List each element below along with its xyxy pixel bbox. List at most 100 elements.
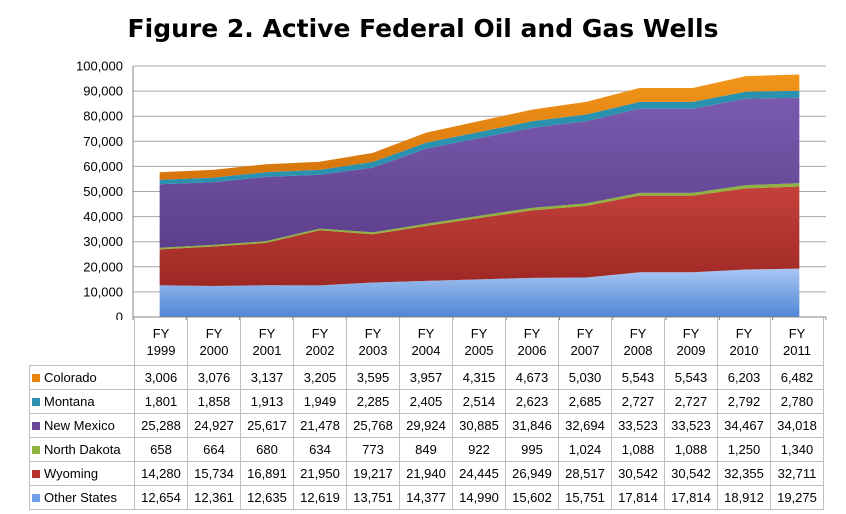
x-tick-label: FY 2009 [664, 318, 718, 366]
data-cell: 30,542 [611, 461, 665, 486]
data-cell: 25,617 [240, 413, 294, 438]
data-cell: 2,727 [664, 389, 718, 414]
data-cell: 30,885 [452, 413, 506, 438]
y-tick-label: 20,000 [83, 259, 123, 274]
data-cell: 14,280 [134, 461, 188, 486]
data-cell: 1,913 [240, 389, 294, 414]
area-montana [159, 90, 800, 185]
data-cell: 33,523 [611, 413, 665, 438]
data-cell: 21,478 [293, 413, 347, 438]
data-cell: 32,694 [558, 413, 612, 438]
data-cell: 1,088 [611, 437, 665, 462]
data-cell: 5,543 [664, 365, 718, 390]
data-cell: 12,619 [293, 485, 347, 510]
y-tick-labels: 0 10,000 20,000 30,000 40,000 50,000 60,000 70,… [76, 59, 123, 321]
y-tick-label: 60,000 [83, 159, 123, 174]
data-cell: 32,711 [770, 461, 824, 486]
table-row: Colorado 3,006 3,076 3,137 3,205 3,595 3,957 4,… [29, 365, 824, 390]
data-cell: 28,517 [558, 461, 612, 486]
legend-entry-montana: Montana [29, 389, 135, 414]
legend-entry-north-dakota: North Dakota [29, 437, 135, 462]
x-tick-label: FY 2002 [293, 318, 347, 366]
y-tick-label: 0 [116, 310, 123, 321]
data-cell: 2,405 [399, 389, 453, 414]
x-tick-label: FY 2010 [717, 318, 771, 366]
data-cell: 4,315 [452, 365, 506, 390]
x-tick-label: FY 2004 [399, 318, 453, 366]
x-tick-label: FY 2011 [770, 318, 824, 366]
data-cell: 2,514 [452, 389, 506, 414]
data-cell: 19,217 [346, 461, 400, 486]
data-cell: 3,076 [187, 365, 241, 390]
data-cell: 773 [346, 437, 400, 462]
legend-key [32, 494, 40, 502]
data-cell: 1,949 [293, 389, 347, 414]
data-cell: 680 [240, 437, 294, 462]
data-cell: 24,927 [187, 413, 241, 438]
x-tick-label: FY 2000 [187, 318, 241, 366]
data-cell: 26,949 [505, 461, 559, 486]
area-wyoming [159, 186, 800, 286]
data-cell: 17,814 [611, 485, 665, 510]
area-series [159, 74, 800, 317]
y-tick-label: 50,000 [83, 184, 123, 199]
data-cell: 2,285 [346, 389, 400, 414]
legend-entry-other-states: Other States [29, 485, 135, 510]
x-tick-label: FY 1999 [134, 318, 188, 366]
data-cell: 3,595 [346, 365, 400, 390]
y-tick-label: 40,000 [83, 209, 123, 224]
legend-key [32, 422, 40, 430]
data-cell: 34,467 [717, 413, 771, 438]
area-north-dakota [159, 183, 800, 250]
data-cell: 17,814 [664, 485, 718, 510]
data-cell: 3,137 [240, 365, 294, 390]
data-cell: 3,205 [293, 365, 347, 390]
legend-entry-colorado: Colorado [29, 365, 135, 390]
data-cell: 34,018 [770, 413, 824, 438]
x-tick-label: FY 2001 [240, 318, 294, 366]
data-cell: 12,654 [134, 485, 188, 510]
data-cell: 6,482 [770, 365, 824, 390]
data-cell: 995 [505, 437, 559, 462]
data-cell: 658 [134, 437, 188, 462]
table-row: New Mexico 25,288 24,927 25,617 21,478 25,768… [29, 413, 824, 438]
data-cell: 14,377 [399, 485, 453, 510]
data-cell: 1,801 [134, 389, 188, 414]
data-cell: 25,768 [346, 413, 400, 438]
data-cell: 1,250 [717, 437, 771, 462]
data-cell: 24,445 [452, 461, 506, 486]
data-cell: 19,275 [770, 485, 824, 510]
stacked-area-chart: 0 10,000 20,000 30,000 40,000 50,000 60,000 70,… [76, 59, 827, 321]
data-cell: 664 [187, 437, 241, 462]
data-cell: 30,542 [664, 461, 718, 486]
data-cell: 5,030 [558, 365, 612, 390]
data-cell: 1,858 [187, 389, 241, 414]
data-cell: 2,685 [558, 389, 612, 414]
y-tick-label: 10,000 [83, 284, 123, 299]
area-colorado [159, 74, 800, 180]
data-cell: 1,088 [664, 437, 718, 462]
data-cell: 2,792 [717, 389, 771, 414]
chart-title: Figure 2. Active Federal Oil and Gas Wel… [127, 14, 719, 43]
table-row: Wyoming 14,280 15,734 16,891 21,950 19,217 21,… [29, 461, 824, 486]
data-cell: 29,924 [399, 413, 453, 438]
x-tick-label: FY 2005 [452, 318, 506, 366]
data-cell: 849 [399, 437, 453, 462]
data-cell: 21,940 [399, 461, 453, 486]
legend-key [32, 398, 40, 406]
data-cell: 15,602 [505, 485, 559, 510]
data-cell: 12,361 [187, 485, 241, 510]
data-cell: 6,203 [717, 365, 771, 390]
data-cell: 15,751 [558, 485, 612, 510]
data-cell: 634 [293, 437, 347, 462]
area-other-states [159, 268, 800, 317]
legend-key [32, 446, 40, 454]
legend-key [32, 374, 40, 382]
x-tick-label: FY 2008 [611, 318, 665, 366]
data-cell: 13,751 [346, 485, 400, 510]
legend-entry-new-mexico: New Mexico [29, 413, 135, 438]
data-cell: 2,727 [611, 389, 665, 414]
data-cell: 31,846 [505, 413, 559, 438]
data-cell: 1,340 [770, 437, 824, 462]
y-tick-label: 70,000 [83, 134, 123, 149]
